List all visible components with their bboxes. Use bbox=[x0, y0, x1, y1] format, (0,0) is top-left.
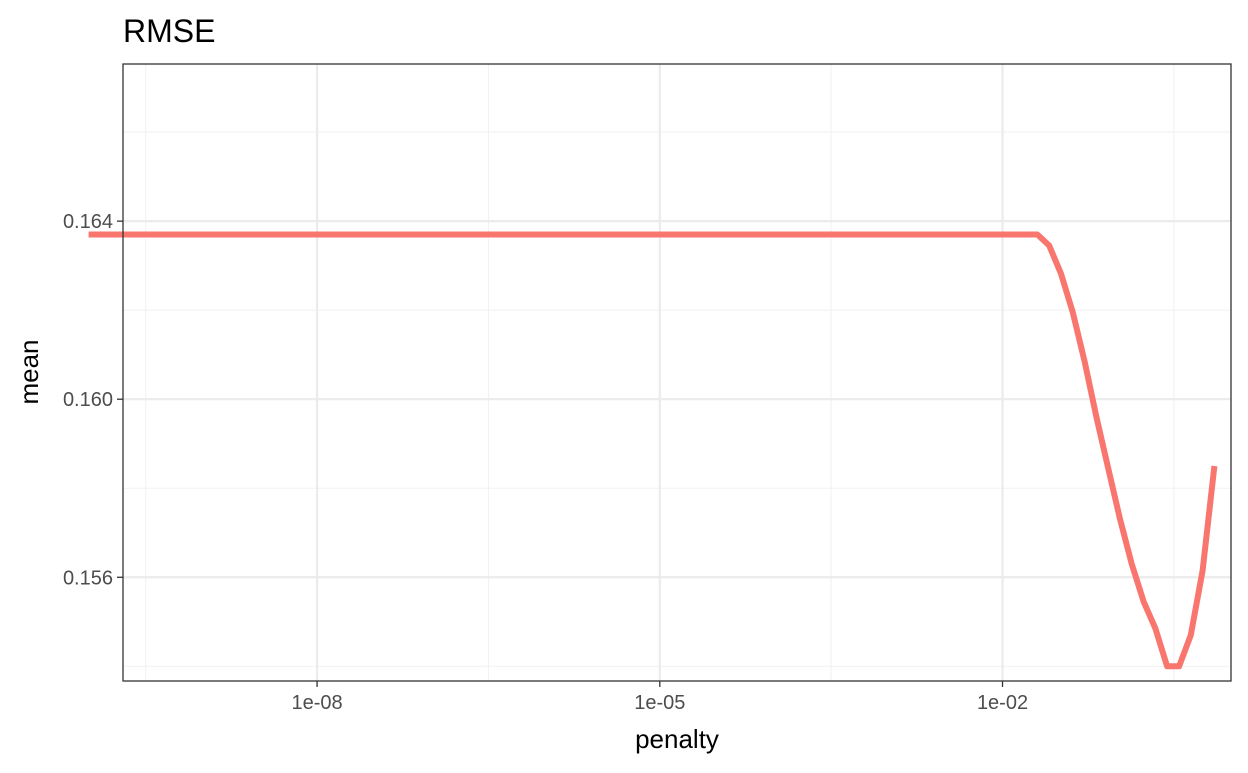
panel-border bbox=[122, 63, 1232, 682]
x-tick-label: 1e-02 bbox=[977, 692, 1028, 714]
x-tick-label: 1e-08 bbox=[292, 692, 343, 714]
axis-ticks: 0.156 0.160 0.164 1e-08 1e-05 1e-02 bbox=[63, 211, 1028, 714]
series-layer bbox=[88, 231, 1218, 670]
rmse-series-line bbox=[88, 231, 1218, 670]
grid-lines bbox=[123, 64, 1231, 681]
x-tick-label: 1e-05 bbox=[634, 692, 685, 714]
y-tick-label: 0.164 bbox=[63, 211, 113, 233]
y-tick-label: 0.156 bbox=[63, 567, 113, 589]
chart-title: RMSE bbox=[123, 13, 215, 49]
y-axis-title: mean bbox=[14, 339, 44, 404]
y-tick-label: 0.160 bbox=[63, 389, 113, 411]
x-axis-title: penalty bbox=[635, 724, 719, 754]
